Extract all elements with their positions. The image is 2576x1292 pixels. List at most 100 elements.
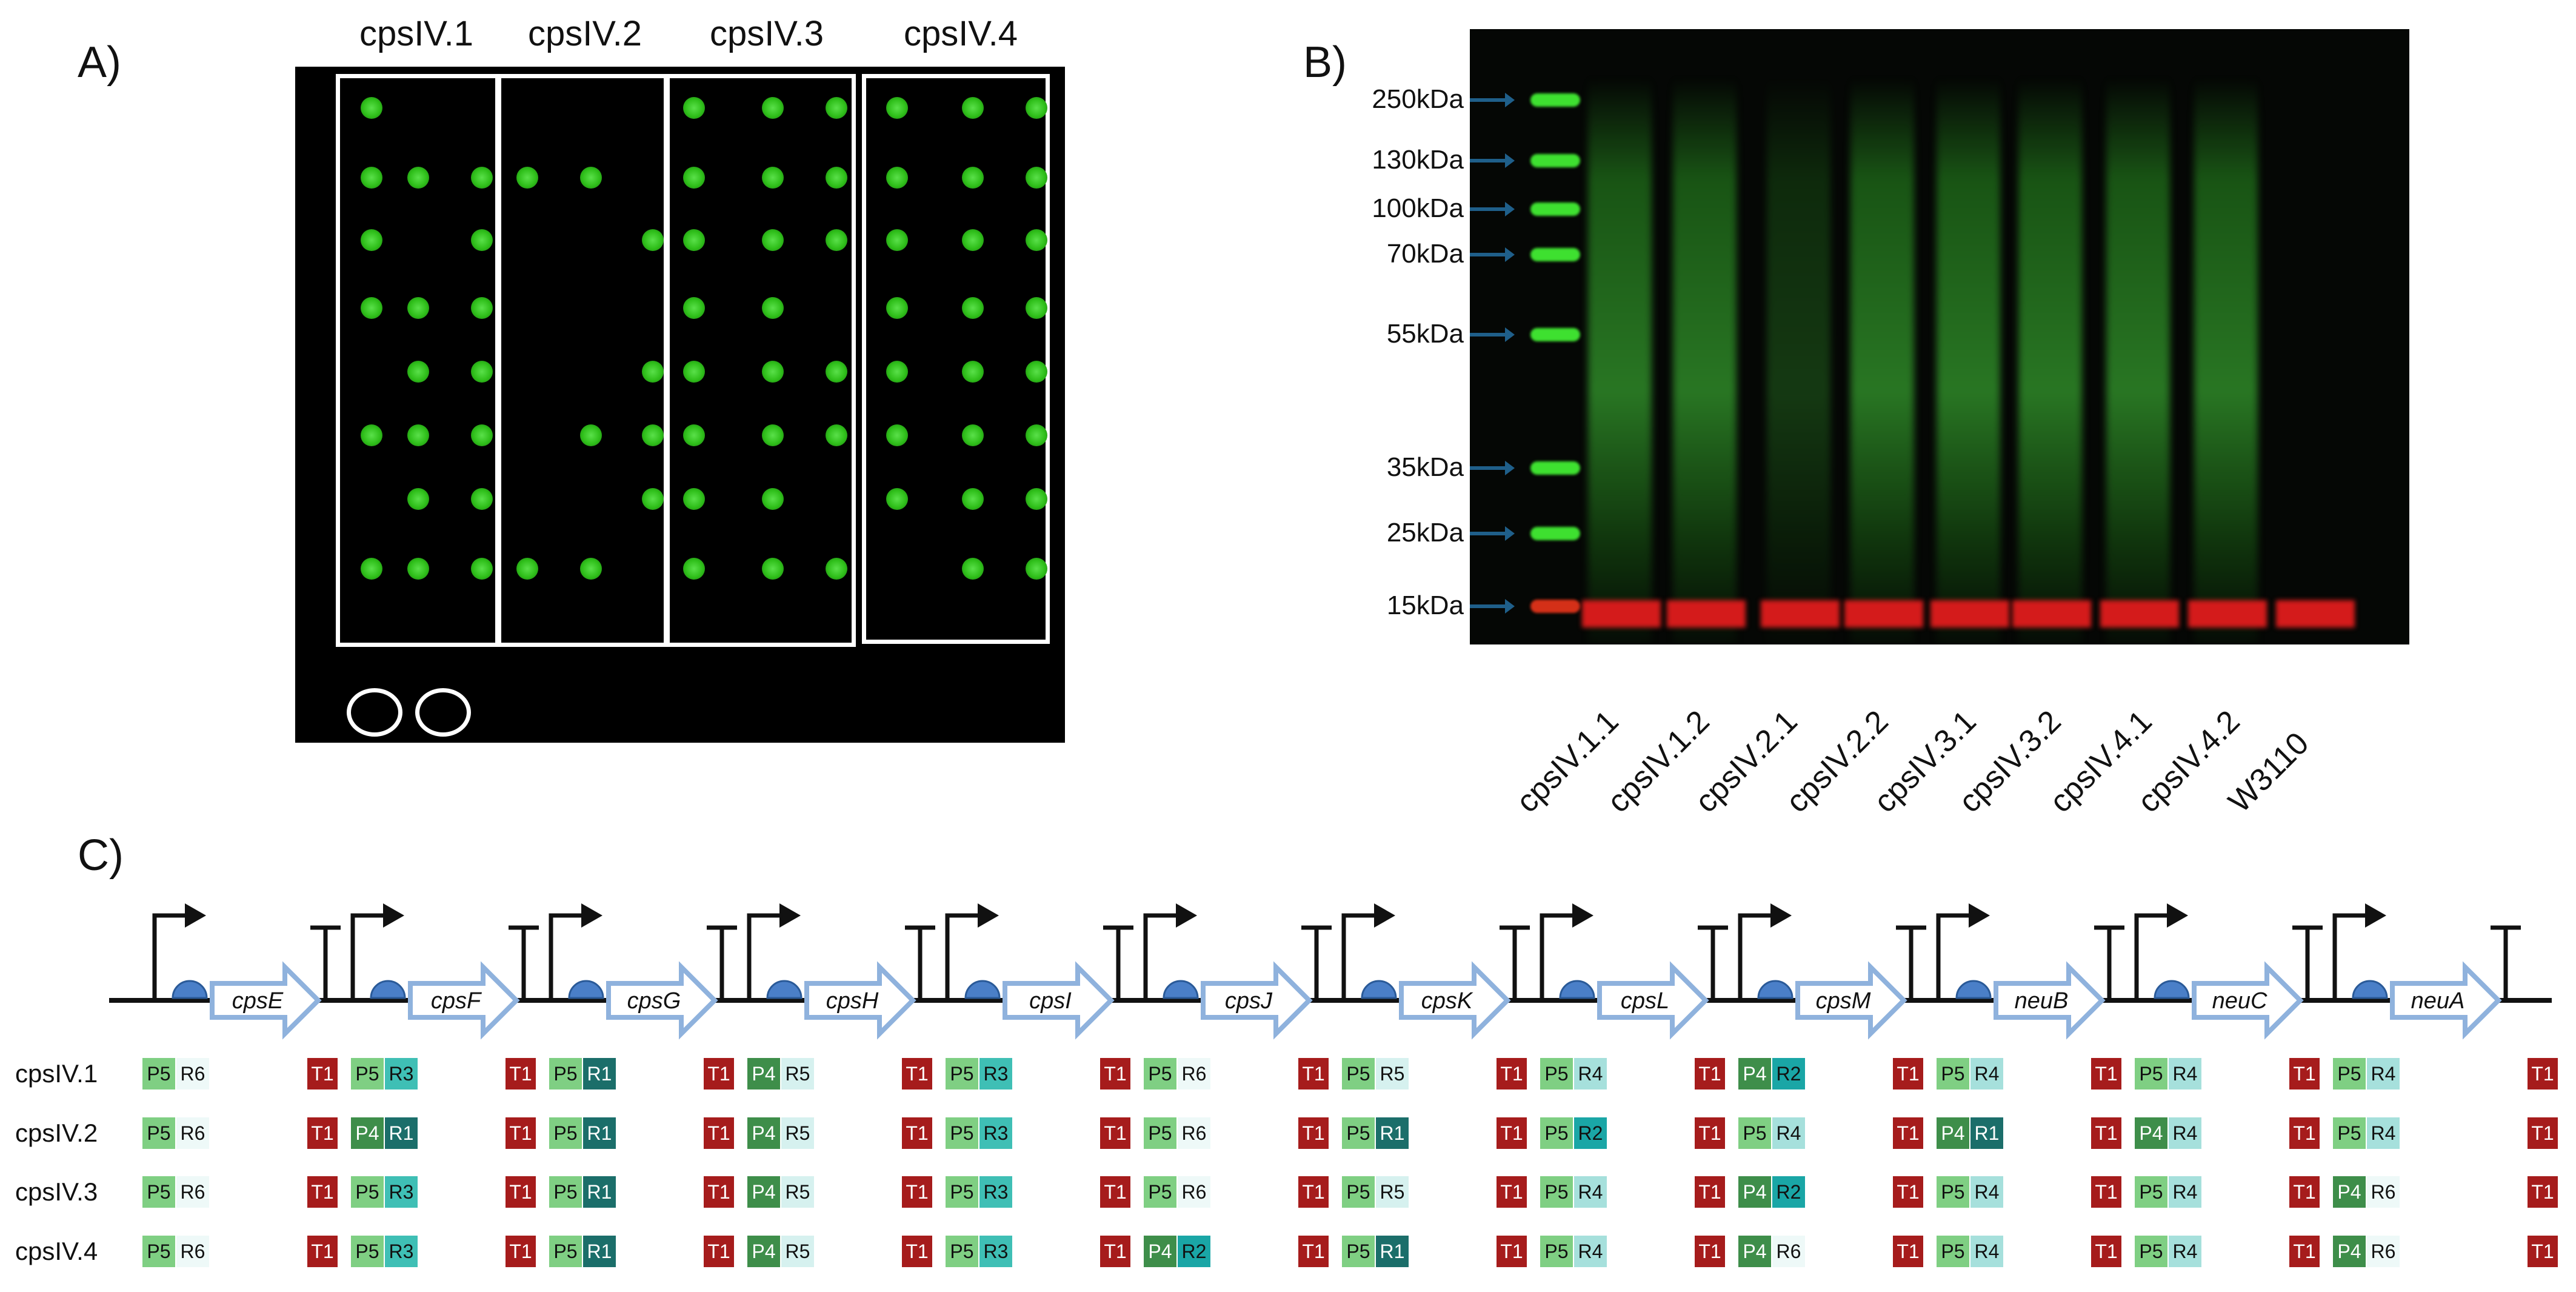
construct-part-r1: R1 [385, 1117, 418, 1149]
marker-arrow-icon [1470, 202, 1515, 216]
gene-label: neuC [2212, 988, 2267, 1014]
promoter-arrow-icon [978, 903, 999, 928]
gel-dye-front [1582, 600, 1661, 628]
plate-well [516, 167, 538, 189]
construct-part-p5: P5 [1937, 1058, 1969, 1089]
construct-part-r4: R4 [1574, 1058, 1607, 1089]
molecular-weight-label: 250kDa [1372, 84, 1464, 114]
plate-well [962, 229, 984, 251]
plate-well [407, 558, 429, 580]
plate-well [683, 558, 705, 580]
dot-blot-plate [295, 67, 1065, 743]
construct-part-r1: R1 [583, 1117, 616, 1149]
rbs-icon [568, 980, 604, 999]
plate-well [962, 297, 984, 319]
construct-part-p5: P5 [549, 1058, 582, 1089]
molecular-weight-label: 55kDa [1386, 319, 1464, 349]
gel-lane [2194, 78, 2258, 644]
plate-column-label: cpsIV.3 [709, 14, 824, 53]
construct-part-p4: P4 [747, 1117, 780, 1149]
construct-part-p5: P5 [1144, 1117, 1176, 1149]
construct-part-p5: P5 [1540, 1117, 1573, 1149]
gene-arrow [2192, 961, 2304, 1040]
construct-part-r5: R5 [781, 1117, 814, 1149]
construct-part-r1: R1 [583, 1236, 616, 1267]
construct-part-t1: T1 [704, 1117, 734, 1149]
construct-part-t1: T1 [1497, 1236, 1527, 1267]
panel-label-c: C) [78, 831, 124, 880]
rbs-icon [2154, 980, 2190, 999]
plate-well [471, 361, 493, 383]
construct-part-p4: P4 [747, 1236, 780, 1267]
construct-row-label: cpsIV.1 [15, 1059, 98, 1088]
plate-well [762, 361, 784, 383]
molecular-weight-label: 70kDa [1386, 239, 1464, 269]
construct-part-p5: P5 [1738, 1117, 1771, 1149]
plate-well [361, 558, 382, 580]
ladder-band [1530, 248, 1580, 261]
construct-part-t1: T1 [307, 1117, 338, 1149]
gene-arrow [1003, 961, 1115, 1040]
molecular-weight-label: 100kDa [1372, 193, 1464, 223]
plate-well [886, 97, 908, 119]
gel-lane [1673, 78, 1737, 644]
plate-well [886, 488, 908, 510]
promoter-icon [1936, 913, 1972, 1000]
plate-well [826, 167, 847, 189]
construct-part-t1: T1 [2289, 1058, 2320, 1089]
construct-part-t1: T1 [1298, 1117, 1329, 1149]
rbs-icon [2352, 980, 2388, 999]
plate-well [762, 558, 784, 580]
plate-well [1026, 558, 1047, 580]
promoter-arrow-icon [1969, 903, 1990, 928]
promoter-arrow-icon [185, 903, 206, 928]
gene-label: cpsL [1621, 988, 1669, 1014]
plate-well [1026, 488, 1047, 510]
construct-part-p4: P4 [747, 1058, 780, 1089]
plate-column-label: cpsIV.4 [903, 14, 1018, 53]
marker-arrow-icon [1470, 599, 1515, 614]
construct-part-p5: P5 [1540, 1058, 1573, 1089]
construct-part-r2: R2 [1574, 1117, 1607, 1149]
construct-part-r6: R6 [176, 1117, 209, 1149]
rbs-icon [1361, 980, 1397, 999]
plate-well [683, 361, 705, 383]
construct-part-t1: T1 [1893, 1058, 1923, 1089]
rbs-icon [1955, 980, 1992, 999]
construct-part-t1: T1 [1497, 1176, 1527, 1208]
plate-well [762, 424, 784, 446]
promoter-arrow-icon [383, 903, 404, 928]
gene-arrow [1597, 961, 1709, 1040]
construct-part-r1: R1 [1376, 1236, 1409, 1267]
construct-part-r4: R4 [1574, 1176, 1607, 1208]
construct-part-r6: R6 [176, 1058, 209, 1089]
gene-label: cpsE [232, 988, 284, 1014]
construct-part-r3: R3 [385, 1236, 418, 1267]
plate-well [407, 297, 429, 319]
construct-part-r6: R6 [2367, 1236, 2400, 1267]
construct-part-t1: T1 [506, 1117, 536, 1149]
construct-part-p5: P5 [1540, 1236, 1573, 1267]
construct-part-t1: T1 [2528, 1176, 2558, 1208]
gel-dye-front [2012, 600, 2091, 628]
construct-part-r1: R1 [1970, 1117, 2003, 1149]
construct-row-label: cpsIV.3 [15, 1177, 98, 1206]
ladder-band [1530, 527, 1580, 540]
panel-label-b: B) [1303, 38, 1347, 87]
plate-well [407, 488, 429, 510]
ladder-band [1530, 461, 1580, 475]
construct-part-t1: T1 [1497, 1117, 1527, 1149]
gel-dye-front [1930, 600, 2009, 628]
construct-part-p5: P5 [946, 1176, 978, 1208]
construct-part-r4: R4 [2367, 1058, 2400, 1089]
plate-well [471, 424, 493, 446]
plate-column-label: cpsIV.1 [359, 14, 474, 53]
promoter-icon [2134, 913, 2170, 1000]
construct-part-t1: T1 [307, 1236, 338, 1267]
plate-well [886, 167, 908, 189]
plate-well [683, 424, 705, 446]
plate-well [826, 229, 847, 251]
plate-well [762, 297, 784, 319]
construct-part-p5: P5 [2333, 1058, 2366, 1089]
ladder-band [1530, 328, 1580, 341]
